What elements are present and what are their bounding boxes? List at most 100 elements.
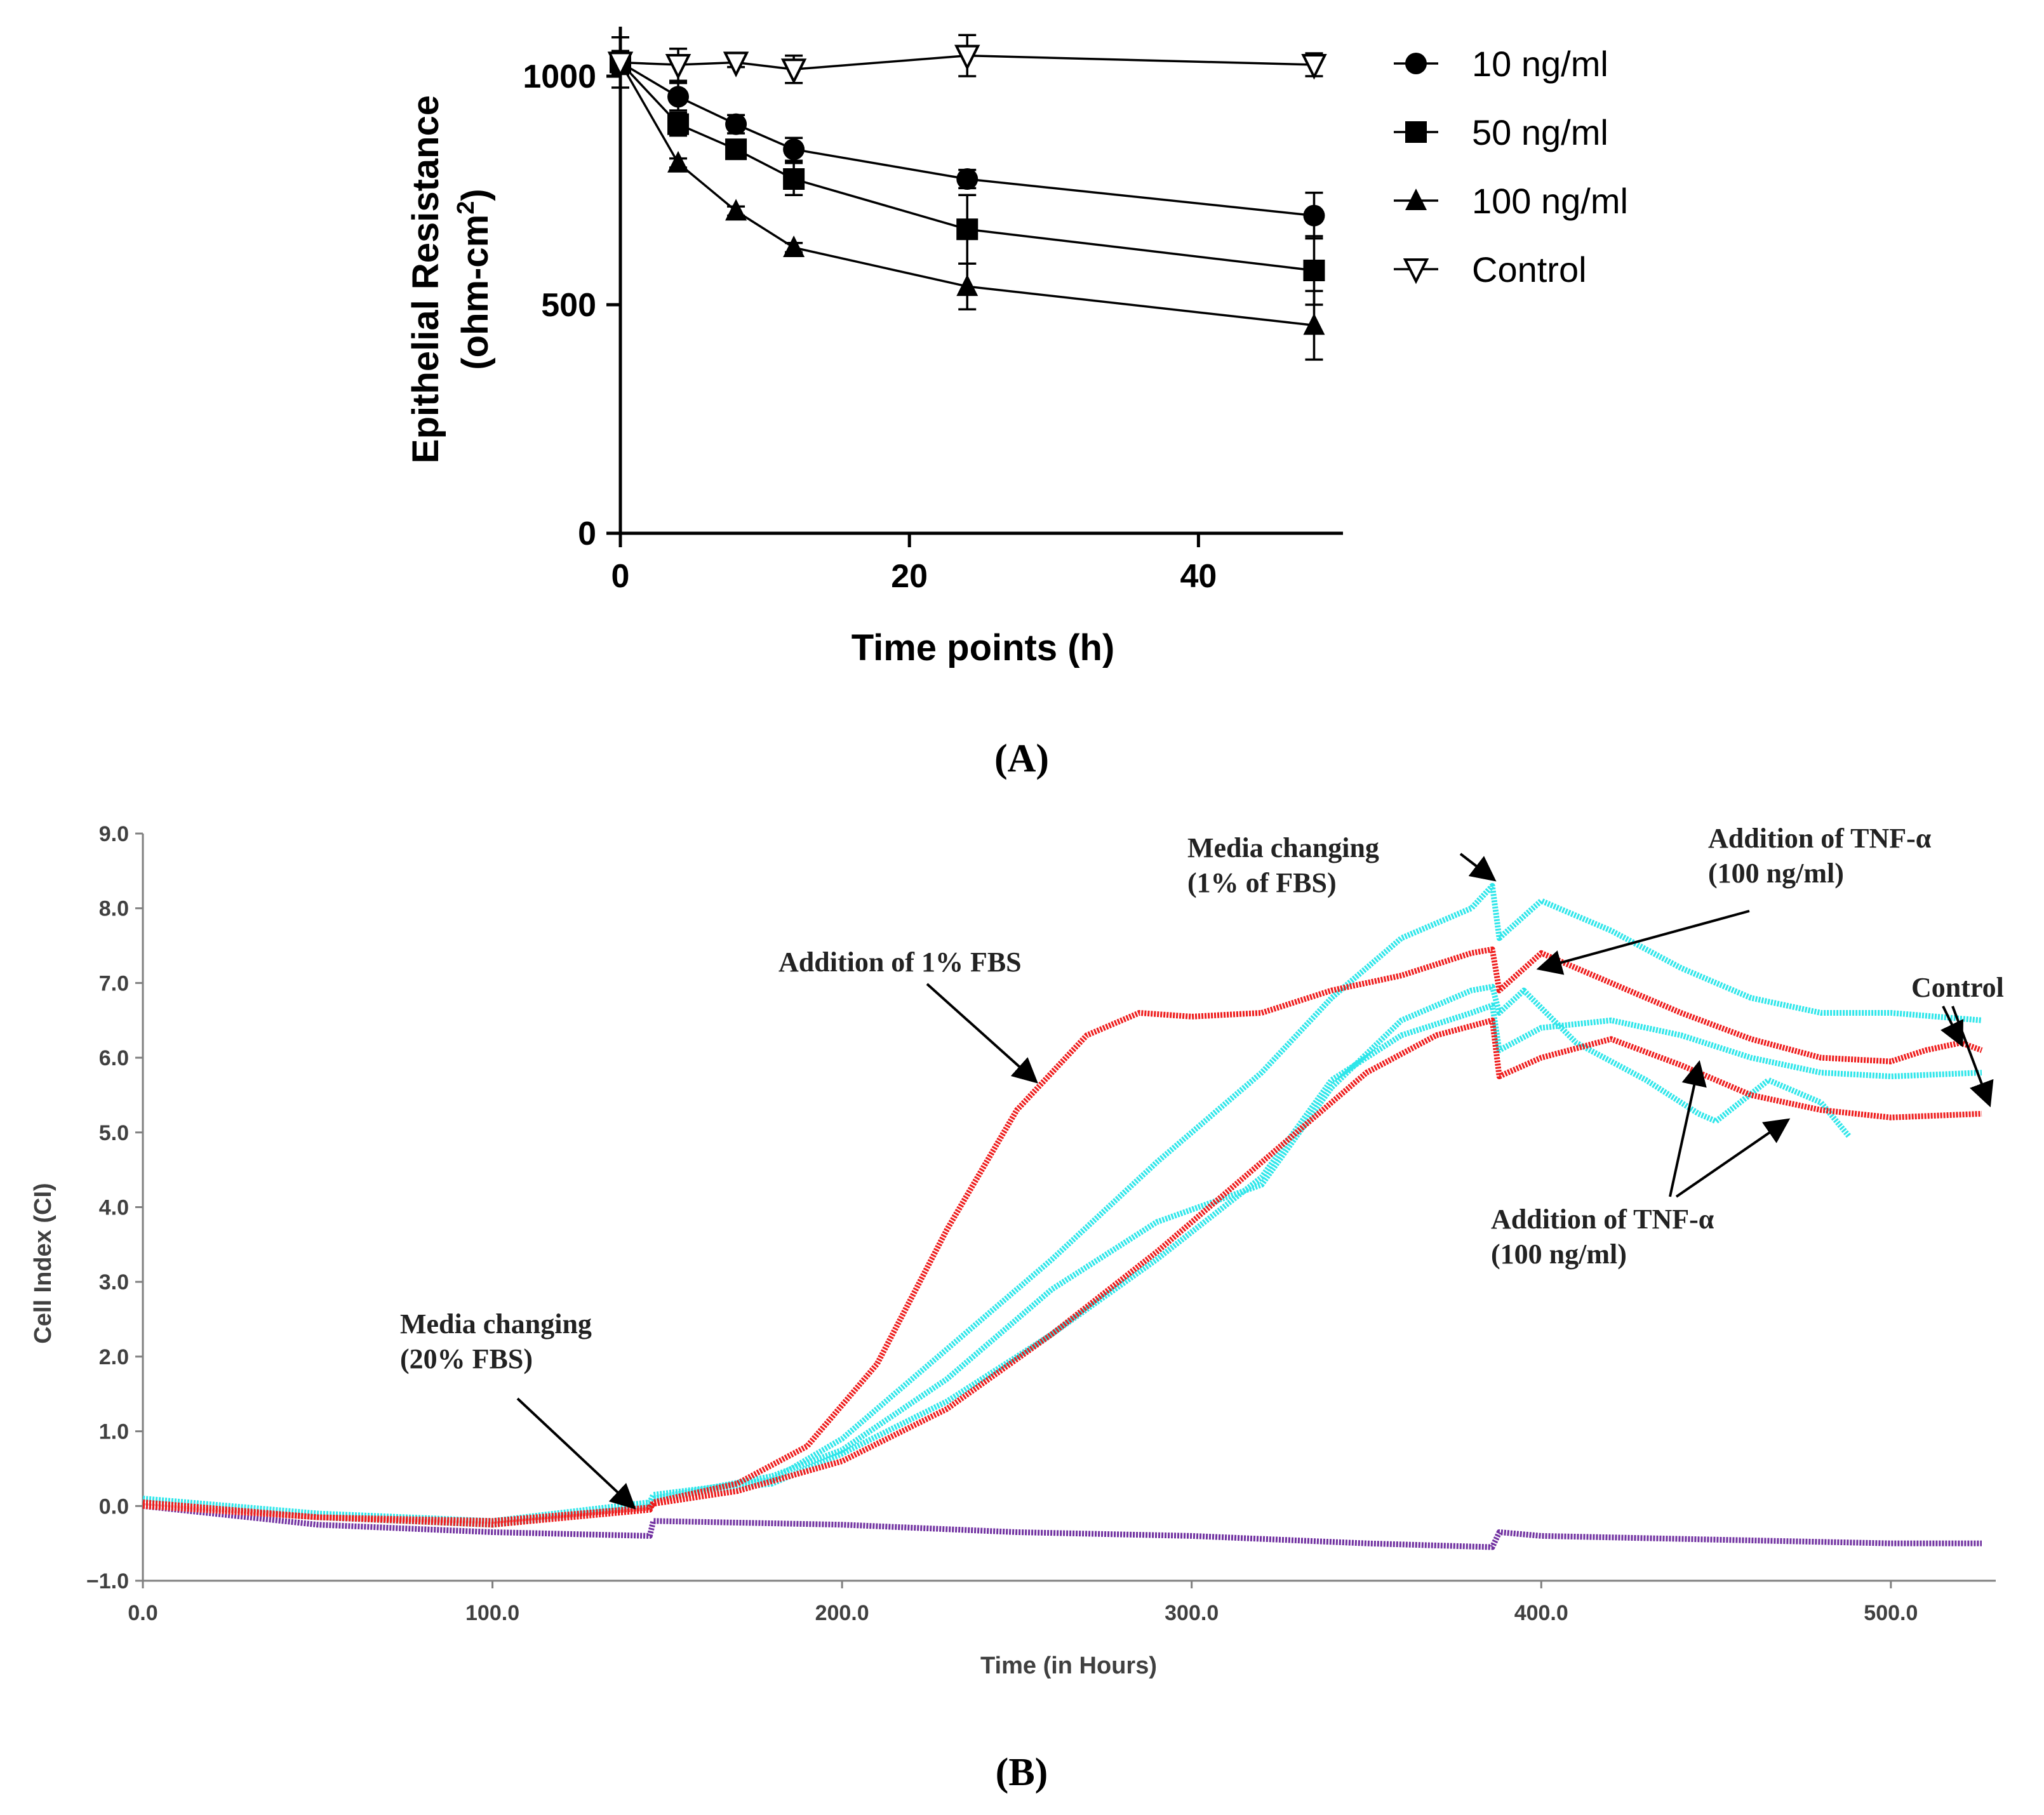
panel-a-series-100-ng-ml [610,50,1325,361]
panel-a-data-point [956,168,979,190]
panel-b-annotation-text: Addition of TNF-α [1708,823,1932,854]
panel-a-data-point [783,138,805,161]
panel-b-annotation-arrow [1459,853,1497,882]
panel-a-legend-item: 50 ng/ml [1394,112,1608,152]
panel-b-y-tick-label: 3.0 [99,1270,129,1294]
panel-b-annotation-text: (20% FBS) [400,1343,533,1374]
panel-b-annotation-arrow [1536,910,1750,975]
panel-b-annotation-arrow [1669,1060,1707,1197]
panel-b-annotation: Addition of TNF-α (100 ng/ml) [1491,1060,1714,1270]
panel-a-legend-marker [1405,121,1427,143]
panel-b-y-tick-label: 2.0 [99,1345,129,1369]
panel-b-annotation-arrow [1940,1006,1963,1047]
panel-a-legend: 10 ng/ml 50 ng/ml 100 ng/ml Control [1394,44,1628,289]
panel-b-series [142,882,1983,1550]
panel-a-series [607,34,1327,361]
panel-a-label: (A) [994,737,1049,780]
panel-a-legend-marker [1403,258,1429,284]
panel-b-y-tick-label: 0.0 [99,1494,129,1519]
panel-b-annotation: Media changing(20% FBS) [400,1308,636,1510]
panel-b-y-tick-label: 5.0 [99,1121,129,1145]
panel-a-series-line [619,62,1314,327]
panel-b-annotation-text: Control [1911,972,2004,1003]
panel-a-data-point [954,44,980,71]
panel-a-data-point [956,218,979,241]
panel-b-annotation-text: Addition of TNF-α [1491,1204,1714,1235]
panel-a-series-control [607,34,1327,89]
panel-b-x-tick-label: 300.0 [1165,1601,1219,1625]
panel-a-y-unit-sup: 2 [453,201,479,215]
panel-a-legend-item: 10 ng/ml [1394,44,1608,84]
panel-a-series-line [620,61,1314,217]
panel-b-y-tick-label: 9.0 [99,822,129,846]
panel-b-series-purple [142,1503,1982,1550]
panel-a-data-point [725,199,747,221]
panel-b-x-tick-label: 500.0 [1864,1601,1918,1625]
panel-a-data-point [667,113,690,135]
panel-b-x-tick-label: 400.0 [1514,1601,1568,1625]
panel-b-y-tick-label: 6.0 [99,1046,129,1070]
panel-a-data-point [1303,204,1325,227]
panel-a-data-point [1303,260,1325,281]
panel-a-y-tick-label: 0 [578,515,596,552]
panel-b-cell-index-chart: 0.0 100.0 200.0 300.0 400.0 500.0 −1.0 0.0 1.0 2.… [30,822,2004,1794]
panel-a-y-unit-base: (ohm-cm [455,215,496,370]
panel-b-annotations: Media changing(20% FBS)Addition of 1% FB… [400,823,2004,1510]
panel-a-x-tick-label: 0 [611,558,630,595]
panel-a-y-axis-label: Epithelial Resistance [405,95,446,463]
panel-a-data-point [667,86,690,108]
panel-a-epithelial-resistance-chart: 0 20 40 0 500 1000 10 ng/ml 50 ng/ml 100 ng/ml C… [405,27,1628,780]
panel-b-annotation-text: Addition of 1% FBS [778,947,1022,978]
panel-b-annotation-arrow [926,983,1038,1084]
panel-b-annotation-extra-arrows [1675,1006,1994,1198]
panel-b-annotation-arrow [1675,1118,1791,1198]
panel-b-axes [142,834,1996,1582]
panel-a-data-point [667,150,690,173]
panel-b-y-tick-label: 8.0 [99,897,129,921]
panel-b-annotation-text: (1% of FBS) [1187,867,1337,898]
panel-a-data-point [780,58,807,84]
panel-b-y-axis-label: Cell Index (CI) [30,1183,57,1343]
panel-a-legend-label: 10 ng/ml [1472,44,1608,84]
panel-a-axes [618,27,1343,535]
panel-b-annotation-arrow [516,1397,636,1510]
panel-b-x-tick-label: 0.0 [128,1601,157,1625]
panel-a-y-unit-close: ) [455,189,496,201]
panel-b-annotation-text: (100 ng/ml) [1708,858,1844,889]
panel-a-data-point [1301,54,1327,80]
panel-a-y-axis-unit: (ohm-cm2) [453,189,496,369]
panel-a-legend-item: 100 ng/ml [1394,181,1628,221]
panel-a-series-line [620,54,1314,70]
panel-a-legend-marker [1405,189,1427,210]
panel-a-data-point [783,168,805,190]
panel-a-data-point [1303,313,1325,335]
panel-b-ticks: 0.0 100.0 200.0 300.0 400.0 500.0 −1.0 0.0 1.0 2.… [86,822,1918,1625]
panel-b-x-axis-label: Time (in Hours) [980,1652,1157,1679]
panel-b-annotation-arrow [1951,1006,1994,1108]
panel-b-annotation-text: (100 ng/ml) [1491,1239,1627,1270]
panel-a-data-point [956,274,979,296]
panel-a-data-point [665,54,691,80]
panel-b-label: (B) [996,1751,1048,1794]
panel-b-y-tick-label: 4.0 [99,1196,129,1220]
panel-b-x-tick-label: 200.0 [815,1601,869,1625]
panel-b-annotation-text: Media changing [400,1308,592,1340]
panel-b-y-tick-label: 7.0 [99,971,129,995]
panel-a-legend-item: Control [1394,249,1587,289]
panel-a-legend-label: 100 ng/ml [1472,181,1628,221]
panel-a-data-point [725,138,747,161]
panel-a-x-tick-label: 20 [891,558,928,595]
panel-b-annotation: Addition of TNF-α (100 ng/ml) [1536,823,1932,975]
panel-a-data-point [607,51,634,77]
panel-a-legend-label: Control [1472,249,1587,289]
panel-b-annotation: Addition of 1% FBS [778,947,1038,1084]
panel-b-y-tick-label: 1.0 [99,1420,129,1444]
panel-b-annotation-text: Media changing [1187,832,1379,863]
panel-a-x-axis-label: Time points (h) [852,627,1115,668]
panel-a-y-tick-label: 1000 [523,58,596,95]
panel-b-series-cyan-3 [142,1002,1982,1528]
panel-a-ticks: 0 20 40 0 500 1000 [523,58,1217,595]
panel-b-x-tick-label: 100.0 [465,1601,519,1625]
panel-a-legend-marker [1405,53,1427,74]
